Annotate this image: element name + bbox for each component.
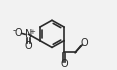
Text: O: O xyxy=(14,28,22,38)
Text: +: + xyxy=(29,29,35,35)
Text: O: O xyxy=(81,38,88,48)
Text: -: - xyxy=(13,26,16,35)
Text: O: O xyxy=(25,41,32,51)
Text: O: O xyxy=(60,59,68,69)
Text: N: N xyxy=(25,29,32,39)
